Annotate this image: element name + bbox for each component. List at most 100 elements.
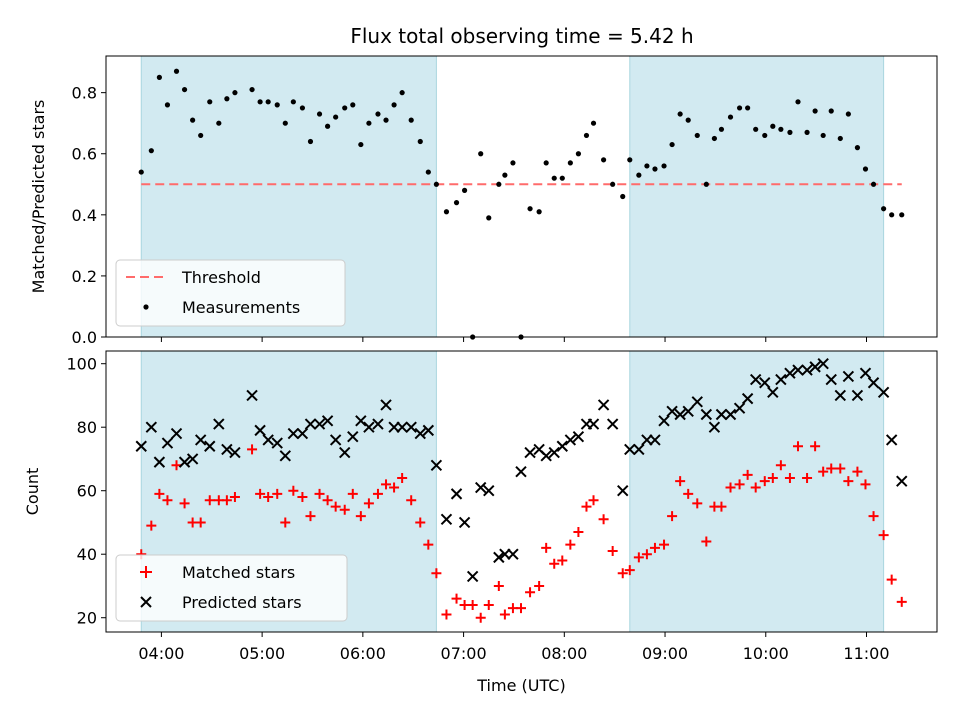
matched-star-point	[742, 469, 753, 480]
matched-star-point	[667, 511, 678, 522]
matched-star-point	[204, 495, 215, 506]
measurement-point	[282, 120, 288, 126]
measurement-point	[677, 111, 683, 117]
top-y-tick-label: 0.8	[72, 84, 97, 103]
matched-star-point	[330, 501, 341, 512]
predicted-star-point	[153, 456, 166, 468]
measurement-point	[290, 99, 296, 105]
measurement-point	[478, 151, 484, 157]
measurement-point	[787, 129, 793, 135]
matched-star-point	[573, 526, 584, 537]
predicted-star-point	[483, 484, 495, 497]
matched-star-point	[347, 488, 358, 499]
predicted-star-point	[825, 373, 837, 386]
measurement-point	[804, 129, 810, 135]
predicted-star-point	[708, 421, 721, 433]
measurement-point	[366, 120, 372, 126]
count-panel: 20 40 60 80 100 04:00 05:00 06:00 07:00 08:00 09:0…	[23, 350, 938, 695]
bottom-x-tick-label: 07:00	[441, 644, 487, 663]
predicted-star-point	[161, 437, 174, 449]
matched-star-point	[775, 460, 786, 471]
matched-star-point	[641, 549, 652, 560]
measurement-point	[156, 74, 162, 80]
matched-star-point	[146, 520, 157, 531]
predicted-star-point	[372, 418, 384, 430]
measurement-point	[854, 145, 861, 151]
predicted-star-point	[564, 434, 577, 446]
measurement-point	[325, 123, 331, 129]
predicted-star-point	[450, 488, 463, 500]
measurement-point	[333, 114, 339, 120]
measurement-point	[753, 126, 759, 132]
predicted-star-point	[741, 392, 754, 405]
predicted-star-point	[587, 418, 600, 430]
measurement-point	[745, 105, 751, 111]
bottom-legend-box	[115, 554, 348, 622]
matched-star-point	[288, 485, 299, 496]
bottom-shaded-interval-2	[629, 351, 884, 632]
predicted-star-point	[524, 446, 536, 459]
measurement-point	[425, 169, 431, 175]
legend-threshold-label: Threshold	[181, 268, 261, 287]
matched-star-point	[381, 479, 392, 490]
predicted-star-point	[548, 446, 560, 459]
measurement-point	[610, 181, 616, 187]
predicted-star-point	[321, 415, 334, 427]
matched-star-point	[886, 574, 897, 585]
measurement-point	[265, 99, 271, 105]
predicted-star-point	[178, 456, 191, 468]
bottom-x-tick-label: 10:00	[743, 644, 789, 663]
matched-star-point	[759, 476, 770, 487]
matched-star-point	[534, 580, 545, 591]
matched-star-point	[467, 600, 478, 611]
bottom-axes-frame	[105, 350, 938, 633]
measurement-point	[496, 181, 502, 187]
matched-star-point	[683, 488, 694, 499]
measurement-point	[148, 148, 154, 154]
predicted-star-point	[792, 364, 804, 376]
predicted-star-point	[304, 418, 317, 430]
measurement-point	[590, 120, 597, 126]
matched-star-point	[725, 482, 736, 493]
measurement-point	[399, 90, 405, 96]
top-shaded-interval-2	[629, 56, 884, 337]
measurement-point	[543, 160, 549, 166]
matched-star-point	[406, 495, 417, 506]
predicted-star-point	[834, 389, 847, 402]
measurement-point	[600, 157, 607, 163]
matched-star-point	[255, 488, 266, 499]
measurement-point	[461, 187, 468, 193]
matched-star-point	[229, 492, 240, 503]
measurement-point	[232, 90, 238, 96]
predicted-star-point	[254, 424, 266, 437]
legend-predicted-label: Predicted stars	[182, 593, 302, 612]
measurement-point	[685, 117, 691, 123]
top-y-tick-label: 0.6	[72, 145, 97, 164]
matched-star-point	[835, 463, 846, 474]
measurement-point	[778, 126, 784, 132]
measurement-point	[391, 102, 397, 108]
matched-star-point	[750, 482, 761, 493]
measurement-point	[583, 132, 590, 139]
predicted-star-point	[170, 427, 183, 440]
measurement-point	[762, 132, 768, 139]
measurement-point	[881, 206, 887, 212]
measurement-point	[342, 105, 348, 111]
matched-star-point	[810, 441, 821, 452]
measurement-point	[694, 132, 700, 139]
measurement-point	[173, 68, 180, 74]
matched-star-point	[692, 498, 703, 509]
matched-star-point	[355, 511, 366, 522]
measurement-point	[358, 141, 364, 148]
measurement-point	[316, 111, 323, 117]
matched-star-point	[525, 587, 536, 598]
measurement-point	[502, 172, 508, 178]
predicted-star-point	[414, 427, 426, 440]
measurement-point	[510, 160, 516, 166]
matched-star-point	[305, 511, 316, 522]
matched-star-point	[598, 514, 609, 525]
predicted-star-point	[859, 367, 872, 379]
predicted-star-point	[262, 434, 274, 446]
legend-matched-label: Matched stars	[182, 563, 295, 582]
